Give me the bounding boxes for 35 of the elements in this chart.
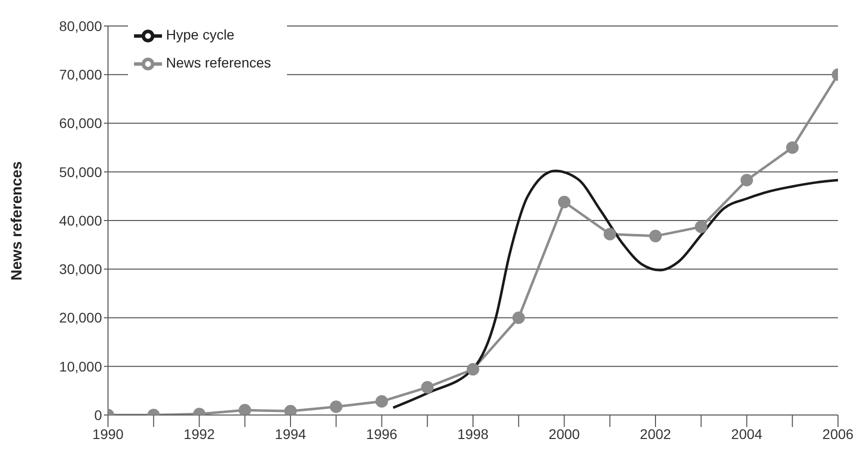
point	[238, 404, 252, 415]
x-tick-label: 1990	[92, 426, 124, 442]
y-tick-label: 70,000	[59, 66, 102, 83]
x-tick-label: 1996	[366, 426, 398, 442]
x-tick-label: 2002	[640, 426, 672, 442]
y-tick-label: 10,000	[59, 358, 102, 374]
x-tick-label: 2004	[731, 426, 763, 442]
legend-label: News references	[166, 54, 272, 71]
point	[604, 228, 616, 240]
x-tick-label: 1998	[457, 426, 489, 442]
y-tick-label: 80,000	[59, 18, 102, 34]
line-series	[392, 170, 838, 409]
x-tick-label: 1992	[184, 426, 216, 442]
point	[284, 404, 297, 415]
point	[740, 174, 753, 186]
point	[421, 381, 434, 394]
y-tick-label: 30,000	[59, 261, 102, 278]
point	[786, 141, 799, 154]
point	[466, 363, 480, 376]
y-axis-title: News references	[8, 161, 26, 280]
y-tick-label: 50,000	[59, 164, 102, 180]
x-tick-label: 2000	[548, 426, 580, 442]
point	[694, 220, 708, 234]
legend-label: Hype cycle	[166, 26, 234, 43]
x-tick-label: 1994	[274, 426, 306, 442]
point	[330, 400, 342, 413]
point	[558, 196, 570, 208]
point	[649, 230, 662, 242]
point	[376, 395, 388, 408]
y-tick-label: 20,000	[59, 310, 102, 326]
y-tick-label: 60,000	[59, 115, 102, 132]
x-tick-label: 2006	[822, 426, 854, 442]
y-tick-label: 0	[94, 406, 102, 423]
y-tick-label: 40,000	[59, 212, 102, 228]
point	[512, 312, 525, 324]
